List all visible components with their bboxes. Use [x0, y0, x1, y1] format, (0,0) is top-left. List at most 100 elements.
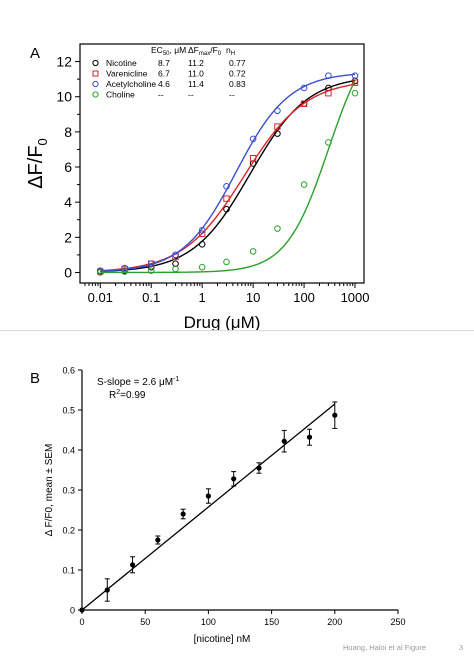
data-point: [205, 493, 211, 499]
legend-ec50: 4.6: [158, 79, 170, 89]
data-point: [249, 135, 257, 143]
data-point: [172, 251, 179, 259]
data-point: [147, 267, 155, 274]
data-point: [121, 268, 128, 275]
x-tick-label: 50: [140, 617, 150, 627]
data-point: [351, 72, 359, 79]
panel-a-y-label: ΔF/F0: [25, 138, 50, 189]
legend-ec50: 8.7: [158, 58, 170, 68]
y-tick-label: 0.5: [62, 406, 75, 416]
data-point: [147, 260, 155, 267]
fit-curve: [100, 73, 356, 272]
data-point: [274, 225, 281, 232]
figure-credit: Huang, Haloi et al Figure: [343, 643, 426, 652]
page-number: 3: [459, 643, 464, 652]
x-tick-label: 0.1: [142, 290, 160, 305]
panel-b-label: B: [30, 370, 40, 387]
data-point: [231, 476, 237, 482]
data-point: [300, 100, 308, 107]
x-tick-label: 250: [390, 617, 405, 627]
panel-b-y-label: Δ F/F0, mean ± SEM: [44, 444, 55, 537]
legend-nh: 0.72: [229, 69, 246, 79]
panel-b-x-label: [nicotine] nM: [194, 634, 251, 645]
x-tick-label: 100: [201, 617, 216, 627]
legend-series-name: Nicotine: [106, 58, 137, 68]
data-point: [300, 84, 308, 92]
data-point: [274, 107, 281, 115]
y-tick-label: 8: [64, 124, 72, 140]
data-point: [249, 155, 257, 162]
legend-marker: [92, 80, 99, 88]
legend-nh: 0.83: [229, 79, 246, 89]
y-tick-label: 12: [56, 54, 72, 70]
panel-a-label: A: [30, 45, 40, 62]
annotation-slope: S-slope = 2.6 μM-1: [97, 376, 179, 388]
x-tick-label: 200: [327, 617, 342, 627]
data-point: [306, 434, 313, 440]
x-tick-label: 150: [264, 617, 279, 627]
y-tick-label: 0.3: [62, 486, 75, 496]
regression-line: [81, 403, 336, 611]
y-tick-label: 0.6: [62, 366, 75, 376]
panel-a-plot-frame: [79, 43, 365, 284]
data-point: [223, 195, 230, 202]
data-point: [281, 438, 287, 444]
data-point: [198, 226, 206, 234]
legend-fmax: 11.4: [188, 79, 204, 89]
data-point: [96, 267, 104, 274]
legend-marker: [92, 91, 99, 98]
data-point: [198, 241, 206, 248]
panel-a-x-label: Drug (μM): [184, 313, 261, 330]
data-point: [223, 258, 230, 266]
legend-ec50: --: [158, 90, 164, 100]
data-point: [180, 511, 186, 517]
data-point: [198, 230, 206, 237]
data-point: [198, 263, 206, 271]
data-point: [274, 130, 281, 137]
legend-nh: 0.77: [229, 58, 246, 68]
legend-fmax: --: [188, 90, 194, 100]
legend-marker: [92, 59, 99, 67]
legend-series-name: Varenicline: [106, 69, 148, 79]
data-point: [325, 72, 332, 79]
data-point: [325, 90, 332, 97]
data-point: [121, 264, 128, 272]
figure-footer: Huang, Haloi et al Figure 3: [343, 643, 463, 652]
y-tick-label: 4: [64, 194, 72, 210]
y-tick-label: 0.1: [62, 566, 75, 576]
data-point: [155, 537, 161, 543]
legend-series-name: Choline: [106, 90, 135, 100]
fit-curve: [100, 79, 356, 273]
data-point: [249, 248, 257, 255]
data-point: [325, 139, 332, 146]
panel-divider: [0, 330, 474, 331]
legend-series-name: Acetylcholine: [106, 79, 156, 89]
legend-header: EC50, μM: [151, 45, 186, 57]
y-tick-label: 10: [56, 89, 72, 105]
data-point: [223, 183, 230, 190]
y-tick-label: 0.2: [62, 526, 75, 536]
y-tick-label: 2: [64, 229, 72, 245]
y-tick-label: 6: [64, 159, 72, 175]
data-point: [351, 89, 359, 97]
data-point: [129, 562, 136, 568]
y-tick-label: 0: [64, 264, 72, 280]
x-tick-label: 0: [79, 617, 84, 627]
legend-fmax: 11.0: [188, 69, 204, 79]
legend-ec50: 6.7: [158, 69, 170, 79]
annotation-r2: R2=0.99: [109, 389, 146, 401]
data-point: [332, 412, 338, 418]
data-point: [256, 465, 262, 471]
x-tick-label: 100: [293, 290, 315, 305]
y-tick-label: 0.4: [62, 446, 75, 456]
x-tick-label: 1000: [341, 290, 370, 305]
data-point: [104, 587, 110, 593]
y-tick-label: 0: [70, 606, 75, 616]
x-tick-label: 0.01: [88, 290, 113, 305]
panel-a-chart: A 0 2 4 6 8 10 12 0.01 0.1 1 10 100 1000 Drug (μM) ΔF/F…: [25, 43, 370, 330]
data-point: [172, 265, 179, 273]
data-point: [223, 205, 230, 213]
legend-header: nH: [226, 45, 235, 57]
data-point: [300, 181, 308, 188]
